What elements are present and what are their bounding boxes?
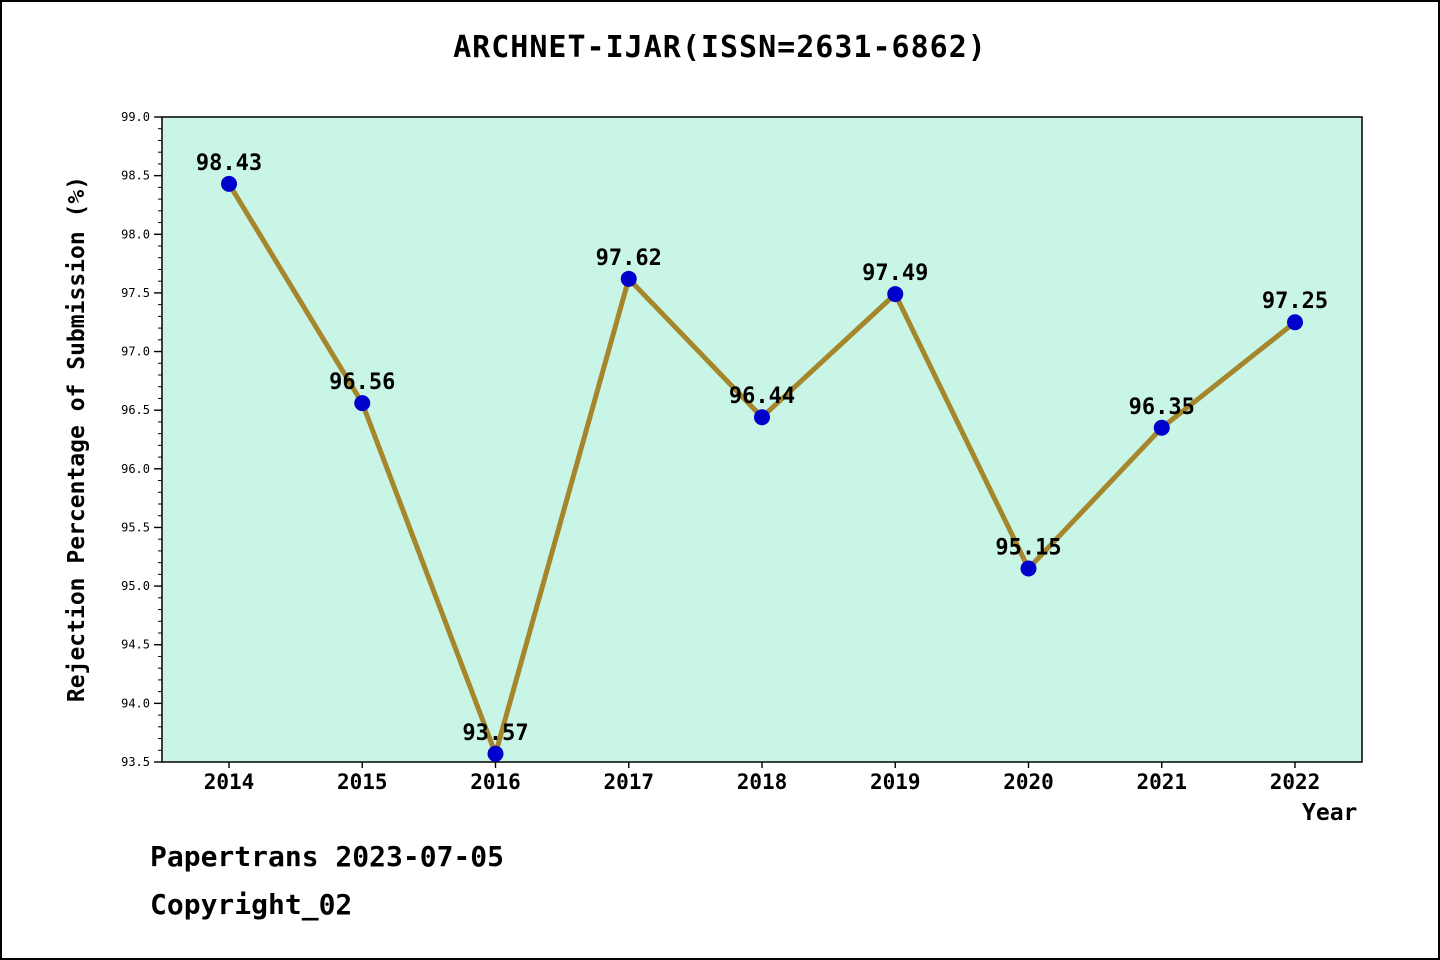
svg-text:2016: 2016	[470, 770, 521, 794]
svg-text:93.57: 93.57	[462, 721, 528, 746]
svg-text:95.5: 95.5	[121, 520, 150, 534]
svg-text:2022: 2022	[1270, 770, 1321, 794]
svg-text:96.0: 96.0	[121, 462, 150, 476]
svg-text:97.5: 97.5	[121, 286, 150, 300]
y-axis-label: Rejection Percentage of Submission (%)	[64, 175, 90, 703]
svg-text:97.0: 97.0	[121, 345, 150, 359]
x-axis-label: Year	[1302, 800, 1358, 826]
svg-text:97.25: 97.25	[1262, 289, 1328, 314]
svg-text:96.35: 96.35	[1129, 395, 1195, 420]
svg-text:94.0: 94.0	[121, 696, 150, 710]
svg-text:2017: 2017	[603, 770, 654, 794]
svg-text:97.49: 97.49	[862, 261, 928, 286]
svg-text:95.0: 95.0	[121, 579, 150, 593]
svg-text:2015: 2015	[337, 770, 388, 794]
svg-text:2018: 2018	[737, 770, 788, 794]
svg-text:98.5: 98.5	[121, 169, 150, 183]
svg-text:96.56: 96.56	[329, 370, 395, 395]
svg-text:2014: 2014	[204, 770, 255, 794]
svg-text:2019: 2019	[870, 770, 921, 794]
footer-copyright: Copyright_02	[150, 888, 353, 921]
svg-text:97.62: 97.62	[596, 246, 662, 271]
svg-text:2021: 2021	[1136, 770, 1187, 794]
svg-text:96.5: 96.5	[121, 403, 150, 417]
svg-text:93.5: 93.5	[121, 755, 150, 769]
svg-text:99.0: 99.0	[121, 110, 150, 124]
svg-text:98.43: 98.43	[196, 151, 262, 176]
svg-text:2020: 2020	[1003, 770, 1054, 794]
svg-text:98.0: 98.0	[121, 227, 150, 241]
svg-text:94.5: 94.5	[121, 638, 150, 652]
svg-text:96.44: 96.44	[729, 384, 795, 409]
chart-title: ARCHNET-IJAR(ISSN=2631-6862)	[453, 30, 987, 65]
svg-text:95.15: 95.15	[995, 536, 1061, 561]
footer-papertrans: Papertrans 2023-07-05	[150, 840, 505, 873]
